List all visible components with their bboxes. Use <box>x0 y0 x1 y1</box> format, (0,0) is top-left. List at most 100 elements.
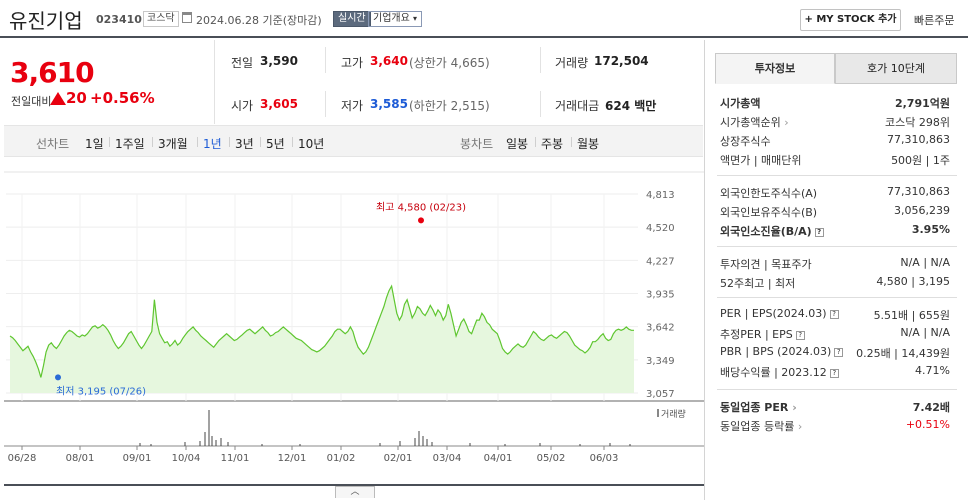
company-overview-dropdown[interactable]: 기업개요 ▾ <box>368 11 423 27</box>
volume-legend-label: 거래량 <box>661 408 686 420</box>
info-value: 3,056,239 <box>894 204 950 217</box>
open-label: 시가 <box>231 99 254 113</box>
company-overview-label: 기업개요 <box>373 13 410 24</box>
candle-tab-2[interactable]: 월봉 <box>577 137 600 151</box>
info-row-shares: 상장주식수 77,310,863 <box>720 133 950 150</box>
help-icon[interactable]: ? <box>829 369 839 378</box>
quick-order-button[interactable]: 빠른주문 <box>914 14 955 27</box>
info-row-face-value: 액면가 | 매매단위 500원 | 1주 <box>720 152 950 169</box>
tab-separator <box>535 137 536 147</box>
info-row-industry-rate: 동일업종 등락률 › +0.51% <box>720 418 950 435</box>
info-label: 외국인보유주식수(B) <box>720 206 818 219</box>
chevron-right-icon[interactable]: › <box>780 116 789 129</box>
current-price: 3,610 <box>10 56 95 89</box>
x-tick-label: 10/04 <box>172 453 201 464</box>
y-tick-label: 4,227 <box>646 256 675 267</box>
calendar-icon <box>182 12 192 23</box>
help-icon[interactable]: ? <box>795 331 805 340</box>
help-icon[interactable]: ? <box>814 228 824 237</box>
y-tick-label: 3,642 <box>646 323 675 334</box>
info-label: 외국인한도주식수(A) <box>720 187 818 200</box>
chevron-down-icon: ▾ <box>413 14 418 23</box>
price-change-pct: +0.56% <box>90 89 155 107</box>
x-tick-label: 11/01 <box>221 453 250 464</box>
add-mystock-button[interactable]: + MY STOCK 추가 <box>800 9 901 31</box>
candle-tab-1[interactable]: 주봉 <box>541 137 564 151</box>
info-value: N/A | N/A <box>900 256 950 269</box>
line-chart-label: 선차트 <box>36 137 70 151</box>
range-tab-0[interactable]: 1일 <box>85 137 104 151</box>
range-tab-6[interactable]: 10년 <box>298 137 325 151</box>
tab-invest-info[interactable]: 투자정보 <box>715 53 835 84</box>
info-value: +0.51% <box>905 418 950 431</box>
info-value: 500원 | 1주 <box>891 154 950 167</box>
tab-separator <box>260 137 261 147</box>
x-tick-label: 05/02 <box>537 453 566 464</box>
info-row-pbr-bps: PBR | BPS (2024.03)? 0.25배 | 14,439원 <box>720 345 950 362</box>
info-row-industry-per: 동일업종 PER › 7.42배 <box>720 399 950 416</box>
tab-separator <box>229 137 230 147</box>
volume-value: 172,504 <box>594 54 649 68</box>
info-row-foreign-limit: 외국인한도주식수(A) 77,310,863 <box>720 185 950 202</box>
range-tab-5[interactable]: 5년 <box>266 137 285 151</box>
tab-separator <box>152 137 153 147</box>
info-row-week52: 52주최고 | 최저 4,580 | 3,195 <box>720 275 950 292</box>
info-row-foreign-ratio: 외국인소진율(B/A)? 3.95% <box>720 223 950 240</box>
section-divider <box>717 389 957 390</box>
chevron-right-icon[interactable]: › <box>794 420 803 433</box>
y-tick-label: 3,057 <box>646 389 675 400</box>
info-label: 투자의견 | 목표주가 <box>720 258 812 271</box>
info-label: 동일업종 PER › <box>720 401 797 414</box>
info-label: 배당수익률 | 2023.12? <box>720 364 839 380</box>
info-label: PER | EPS(2024.03)? <box>720 307 839 320</box>
chart-range-tabs: 선차트 1일 1주일 3개월 1년 3년 5년 10년 봉차트 일봉 주봉 월봉 <box>4 125 703 157</box>
info-value: 3.95% <box>911 223 950 236</box>
open-value: 3,605 <box>260 97 298 111</box>
info-label: 액면가 | 매매단위 <box>720 154 802 167</box>
info-row-est-per: 추정PER | EPS? N/A | N/A <box>720 326 950 343</box>
divider <box>214 40 215 124</box>
stock-name: 유진기업 <box>9 9 83 33</box>
info-label: 52주최고 | 최저 <box>720 277 796 290</box>
info-row-per-eps: PER | EPS(2024.03)? 5.51배 | 655원 <box>720 307 950 324</box>
range-tab-3[interactable]: 1년 <box>203 137 222 151</box>
low-value: 3,585 <box>370 97 408 111</box>
help-icon[interactable]: ? <box>834 348 844 357</box>
y-tick-label: 3,935 <box>646 290 675 301</box>
x-tick-label: 08/01 <box>66 453 95 464</box>
base-date: 2024.06.28 기준(장마감) <box>196 14 322 27</box>
section-divider <box>717 175 957 176</box>
help-icon[interactable]: ? <box>829 310 839 319</box>
high-value: 3,640 <box>370 54 408 68</box>
section-divider <box>717 297 957 298</box>
info-value: 2,791억원 <box>894 97 950 110</box>
low-label: 저가 <box>341 99 364 113</box>
amount-label: 거래대금 <box>555 99 600 113</box>
divider <box>325 91 326 117</box>
tab-hoga-10[interactable]: 호가 10단계 <box>835 53 957 84</box>
candle-tab-0[interactable]: 일봉 <box>506 137 529 151</box>
price-change: 20 <box>66 89 87 107</box>
prev-close-value: 3,590 <box>260 54 298 68</box>
chevron-right-icon[interactable]: › <box>788 401 797 414</box>
x-tick-label: 06/03 <box>590 453 619 464</box>
tab-separator <box>197 137 198 147</box>
high-marker-label: 최고 4,580 (02/23) <box>376 201 466 213</box>
collapse-chart-handle[interactable]: ︿ <box>335 486 375 498</box>
info-label: 시가총액 <box>720 97 761 110</box>
tab-separator <box>571 137 572 147</box>
info-value: N/A | N/A <box>900 326 950 339</box>
range-tab-4[interactable]: 3년 <box>235 137 254 151</box>
range-tab-1[interactable]: 1주일 <box>115 137 145 151</box>
y-tick-label: 4,520 <box>646 223 675 234</box>
info-row-market-cap-rank: 시가총액순위 › 코스닥 298위 <box>720 114 950 131</box>
range-tab-2[interactable]: 3개월 <box>158 137 188 151</box>
tab-separator <box>109 137 110 147</box>
low-marker-dot <box>55 374 61 381</box>
y-tick-label: 4,813 <box>646 190 675 201</box>
info-label: 외국인소진율(B/A)? <box>720 223 824 239</box>
x-tick-label: 04/01 <box>484 453 513 464</box>
candle-chart-label: 봉차트 <box>460 137 494 151</box>
realtime-button[interactable]: 실시간 <box>333 11 371 27</box>
